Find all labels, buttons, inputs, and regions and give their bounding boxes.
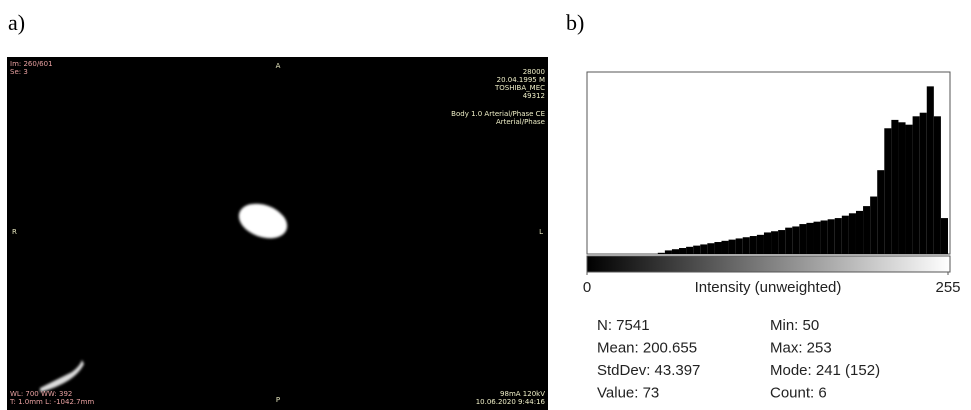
overlay-text: Arterial/Phase [496,118,545,126]
histogram-bar [671,249,680,254]
histogram-bar [834,218,842,254]
histogram-bar [877,170,885,254]
x-tick-label: 255 [935,279,960,296]
histogram-bar [693,245,701,254]
stat-text: Mode: 241 (152) [770,362,880,379]
stat-text: N: 7541 [597,317,650,334]
stat-text: Min: 50 [770,317,819,334]
histogram-bar [721,240,729,254]
histogram-bar [933,116,941,254]
histogram-bar [742,237,750,254]
histogram-bar [756,234,764,254]
overlay-text: P [276,396,280,404]
histogram-bar [771,231,779,254]
histogram-bar [855,210,864,254]
histogram-bar [785,227,793,254]
panel-label: a) [8,10,25,35]
histogram-bar [841,215,849,254]
overlay-text: Se: 3 [10,68,28,76]
stat-text: Count: 6 [770,385,827,402]
stat-text: Max: 253 [770,340,832,357]
bright-region [40,360,84,392]
histogram-bar [891,119,899,254]
overlay-text: T: 1.0mm L: -1042.7mm [9,398,94,406]
histogram-bar [799,224,807,254]
histogram-bar [884,128,892,254]
panel-label: b) [566,10,584,35]
histogram-bar [714,242,722,254]
bright-region [238,203,288,239]
overlay-text: A [276,62,281,70]
histogram-bar [905,124,913,255]
histogram-bar [863,206,871,254]
x-axis-label: Intensity (unweighted) [695,279,842,296]
histogram-bar [735,238,743,254]
histogram-bar [707,243,715,254]
overlay-text: 98mA 120kV [500,390,545,398]
histogram-bar [926,86,934,254]
histogram-bar [912,116,920,254]
stat-text: Mean: 200.655 [597,340,697,357]
histogram-bar [679,248,687,254]
overlay-text: TOSHIBA_MEC [494,84,545,92]
ct-image [7,57,548,410]
histogram-bar [940,218,948,254]
intensity-ramp [586,255,951,273]
histogram-bar [898,122,906,254]
histogram: Intensity (unweighted) [586,71,951,296]
overlay-text: Body 1.0 Arterial/Phase CE [451,110,545,118]
overlay-text: L [539,228,543,236]
overlay-text: WL: 700 WW: 392 [10,390,72,398]
overlay-text: 28000 [523,68,545,76]
histogram-bar [806,222,814,254]
histogram-bar [749,236,757,254]
histogram-bar [813,221,821,254]
histogram-bar [686,246,694,254]
histogram-bar [870,196,878,254]
histogram-bar [827,219,835,254]
histogram-bar [763,232,772,254]
overlay-text: R [12,228,17,236]
histogram-bar [700,244,708,254]
overlay-text: Im: 260/601 [10,60,53,68]
overlay-text: 10.06.2020 9:44:16 [476,398,546,406]
stat-text: StdDev: 43.397 [597,362,700,379]
histogram-bar [848,213,856,254]
x-tick-label: 0 [583,279,591,296]
histogram-bar [820,220,828,254]
overlay-text: 20.04.1995 M [497,76,545,84]
histogram-bar [919,112,927,254]
histogram-bar [664,250,672,254]
histogram-bar [728,239,736,254]
histogram-bar [657,252,665,254]
overlay-text: 49312 [523,92,545,100]
histogram-bar [792,226,800,254]
stat-text: Value: 73 [597,385,659,402]
histogram-bar [778,230,786,254]
